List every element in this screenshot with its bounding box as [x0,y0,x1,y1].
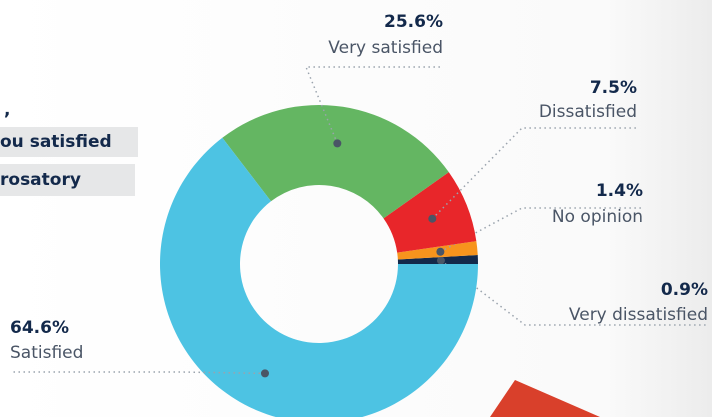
leader-dot [261,369,269,377]
question-text: ou satisfied [0,132,112,152]
value-label: 1.4% [596,181,643,201]
category-label: Satisfied [10,343,83,363]
question-text: , [4,100,10,120]
leader-dot [428,215,436,223]
value-label: 64.6% [10,318,69,338]
category-label: No opinion [552,207,643,227]
value-label: 7.5% [590,78,637,98]
value-label: 0.9% [661,280,708,300]
value-label: 25.6% [384,12,443,32]
leader-dot [436,248,444,256]
category-label: Dissatisfied [539,102,637,122]
question-text: rosatory [0,170,81,190]
leader-dot [333,139,341,147]
chart: , ou satisfied rosatory 0.9% Very dissati… [0,0,712,417]
category-label: Very dissatisfied [569,305,708,325]
category-label: Very satisfied [328,38,443,58]
leader-dot [437,257,445,265]
